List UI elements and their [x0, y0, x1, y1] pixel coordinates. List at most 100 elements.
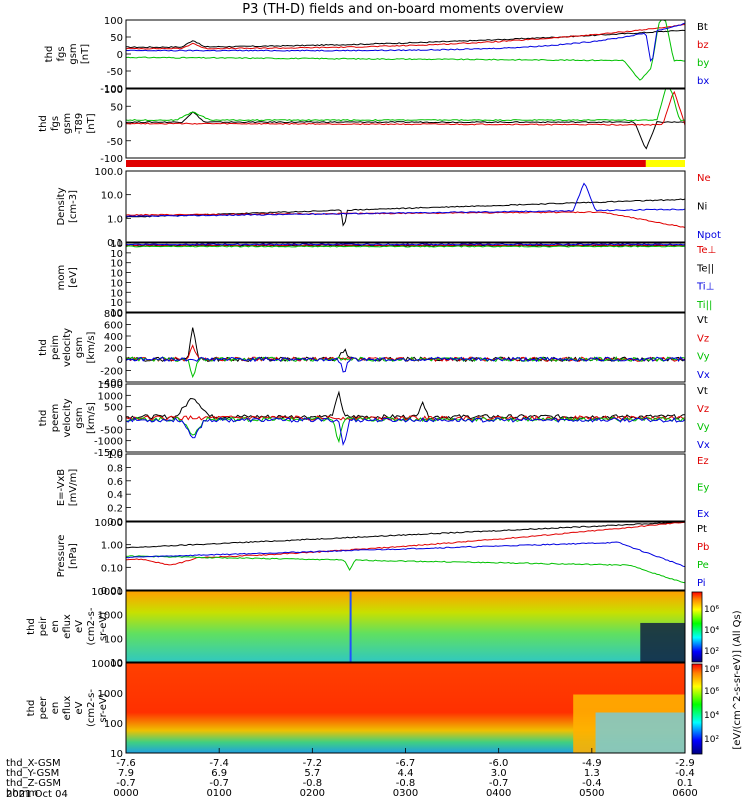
- panel-peir-spectrogram-ylabel-3: eflux: [62, 614, 73, 639]
- panel-fgs-gsm-tick-2: 0: [117, 50, 123, 61]
- colorbar-peir-tick-0: 10⁶: [704, 605, 719, 615]
- panel-pressure-tick-3: 0.01: [101, 586, 123, 597]
- panel-fgs-gsm-t89-ylabel-1: fgs: [50, 116, 61, 131]
- panel-efield-ylabel-0: E=-VxB: [56, 469, 67, 506]
- panel-fgs-gsm-trace-2: [125, 19, 686, 81]
- panel-temperature-tick-6: 10: [110, 298, 123, 309]
- panel-efield-legend-1: Ey: [697, 483, 709, 494]
- axis-row-2-value-5: -0.4: [582, 778, 602, 789]
- panel-fgs-gsm-trace-0: [126, 29, 686, 49]
- panel-peem-velocity-tick-5: -1000: [94, 437, 123, 448]
- panel-fgs-gsm-tick-3: -50: [107, 67, 123, 78]
- panel-peem-velocity-trace-0: [125, 390, 685, 420]
- panel-peem-velocity-frame: [125, 383, 686, 453]
- panel-density-legend-0: Ne: [697, 173, 711, 184]
- peir-spectrogram-image: [126, 591, 685, 662]
- panel-temperature-tick-0: 10: [110, 239, 123, 250]
- panel-fgs-gsm-t89-trace-2: [125, 88, 686, 122]
- panel-density-tick-3: 0.1: [107, 238, 123, 249]
- mode-bar-red: [126, 160, 646, 167]
- panel-peer-spectrogram-ylabel-5: (cm2-s-: [86, 689, 97, 727]
- panel-peem-velocity-ylabel-2: velocity: [62, 398, 73, 437]
- panel-density-legend-1: Ni: [697, 202, 707, 213]
- axis-row-2-value-1: -0.7: [209, 778, 229, 789]
- panel-peem-velocity: thd peem velocity gsm [km/s]150010005000-500…: [38, 380, 710, 459]
- panel-pressure-tick-1: 1.00: [101, 541, 123, 552]
- panel-fgs-gsm-t89-tick-3: -50: [107, 137, 123, 148]
- panel-pressure-trace-2: [125, 555, 686, 584]
- colorbar: 10⁶ 10⁴ 10² 10⁸ 10⁶ 10⁴ 10² [eV/(cm^2-s-…: [691, 591, 743, 755]
- axis-date: 2021 Oct 04: [6, 789, 68, 800]
- panel-fgs-gsm-t89-tick-4: -100: [100, 154, 123, 165]
- panel-fgs-gsm-t89-ylabel-4: [nT]: [86, 113, 97, 133]
- panel-fgs-gsm-legend-3: bx: [697, 76, 709, 87]
- panel-density-trace-2: [125, 182, 686, 217]
- panel-peer-spectrogram-ylabel-1: peer: [38, 696, 49, 720]
- panel-peer-spectrogram-tick-2: 100: [104, 719, 123, 730]
- panel-peem-velocity-trace-1: [125, 415, 686, 421]
- panel-pressure-legend-3: Pi: [697, 578, 706, 589]
- axis-row-3-value-6: 0600: [672, 788, 697, 799]
- panel-peer-spectrogram: thd peer en eflux eV (cm2-s-sr-eV) 10000 1000 10…: [26, 659, 686, 760]
- colorbar-peir-tick-2: 10²: [704, 647, 719, 657]
- panel-temperature-tick-7: 10: [110, 308, 123, 319]
- panel-peir-spectrogram-ylabel-1: peir: [38, 616, 49, 636]
- panel-density-trace-1: [125, 211, 686, 229]
- panel-peim-velocity-tick-2: 400: [104, 332, 123, 343]
- panel-peem-velocity-ylabel-4: [km/s]: [86, 402, 97, 434]
- panel-fgs-gsm-t89-trace-0: [125, 111, 685, 150]
- panel-temperature-ylabel-1: [eV]: [68, 267, 79, 288]
- axis-row-2-value-0: -0.7: [116, 778, 136, 789]
- panel-peir-spectrogram-tick-2: 100: [104, 634, 123, 645]
- panel-peer-spectrogram-tick-3: 10: [110, 749, 123, 760]
- panel-fgs-gsm-ylabel-3: [nT]: [80, 44, 91, 64]
- panel-efield-frame: [125, 453, 686, 522]
- panel-peim-velocity-trace-3: [125, 356, 686, 373]
- panel-pressure-ylabel-0: Pressure: [56, 535, 67, 578]
- panel-temperature-frame: [125, 242, 686, 313]
- panel-peem-velocity-trace-3: [125, 417, 686, 447]
- mode-bar-yellow: [645, 160, 685, 167]
- panel-temperature-tick-1: 10: [110, 249, 123, 260]
- axis-row-0-value-1: -7.4: [209, 758, 229, 769]
- axis-row-0-value-4: -6.0: [489, 758, 509, 769]
- panel-fgs-gsm-ylabel-1: fgs: [56, 46, 67, 61]
- panel-peir-spectrogram-ylabel-0: thd: [26, 618, 37, 635]
- panel-efield-tick-5: 0.0: [107, 517, 123, 528]
- panel-pressure-frame: [125, 521, 686, 591]
- panel-peim-velocity-tick-5: -200: [100, 367, 123, 378]
- colorbar-label: [eV/(cm^2-s-sr-eV)] (All Qs): [732, 610, 743, 749]
- panel-fgs-gsm-tick-1: 50: [110, 33, 123, 44]
- panel-peir-spectrogram-frame: [125, 590, 686, 663]
- panel-efield-legend-0: Ez: [697, 456, 709, 467]
- panel-fgs-gsm-t89-tick-0: 100: [104, 85, 123, 96]
- panel-pressure-legend-0: Pt: [697, 524, 707, 535]
- panel-peem-velocity-ylabel-3: gsm: [74, 407, 85, 428]
- panel-peir-spectrogram-ylabel-5: (cm2-s-: [86, 607, 97, 645]
- panel-density-tick-1: 10.0: [101, 191, 123, 202]
- axis-row-3-value-3: 0300: [393, 788, 418, 799]
- panel-peim-velocity-legend-0: Vt: [697, 315, 708, 326]
- axis-row-1-value-1: 6.9: [211, 768, 227, 779]
- colorbar-peir: [691, 591, 703, 663]
- panel-peim-velocity-tick-6: -400: [100, 378, 123, 389]
- panel-pressure-legend-2: Pe: [697, 560, 709, 571]
- panel-peer-spectrogram-ylabel-3: eflux: [62, 696, 73, 721]
- panel-fgs-gsm-trace-3: [125, 22, 686, 62]
- colorbar-peer: [691, 663, 703, 755]
- colorbar-peir-tick-1: 10⁴: [704, 626, 719, 636]
- panel-peim-velocity-legend-2: Vy: [697, 352, 710, 363]
- panel-fgs-gsm-t89-ylabel-3: -T89: [74, 113, 85, 135]
- axis-row-label-0: thd_X-GSM: [6, 758, 61, 769]
- axis-row-label-2: thd_Z-GSM: [6, 778, 61, 789]
- panel-pressure-tick-2: 0.10: [101, 563, 123, 574]
- panel-efield-tick-3: 0.4: [107, 490, 123, 501]
- panel-temperature-tick-4: 10: [110, 278, 123, 289]
- panel-peem-velocity-ylabel-1: peem: [50, 404, 61, 432]
- panel-temperature-legend-0: Te⊥: [696, 245, 716, 256]
- axis-row-label-1: thd_Y-GSM: [6, 768, 59, 779]
- panel-temperature-tick-5: 10: [110, 288, 123, 299]
- panel-fgs-gsm-trace-1: [125, 24, 685, 50]
- panel-pressure-tick-0: 10.00: [94, 518, 123, 529]
